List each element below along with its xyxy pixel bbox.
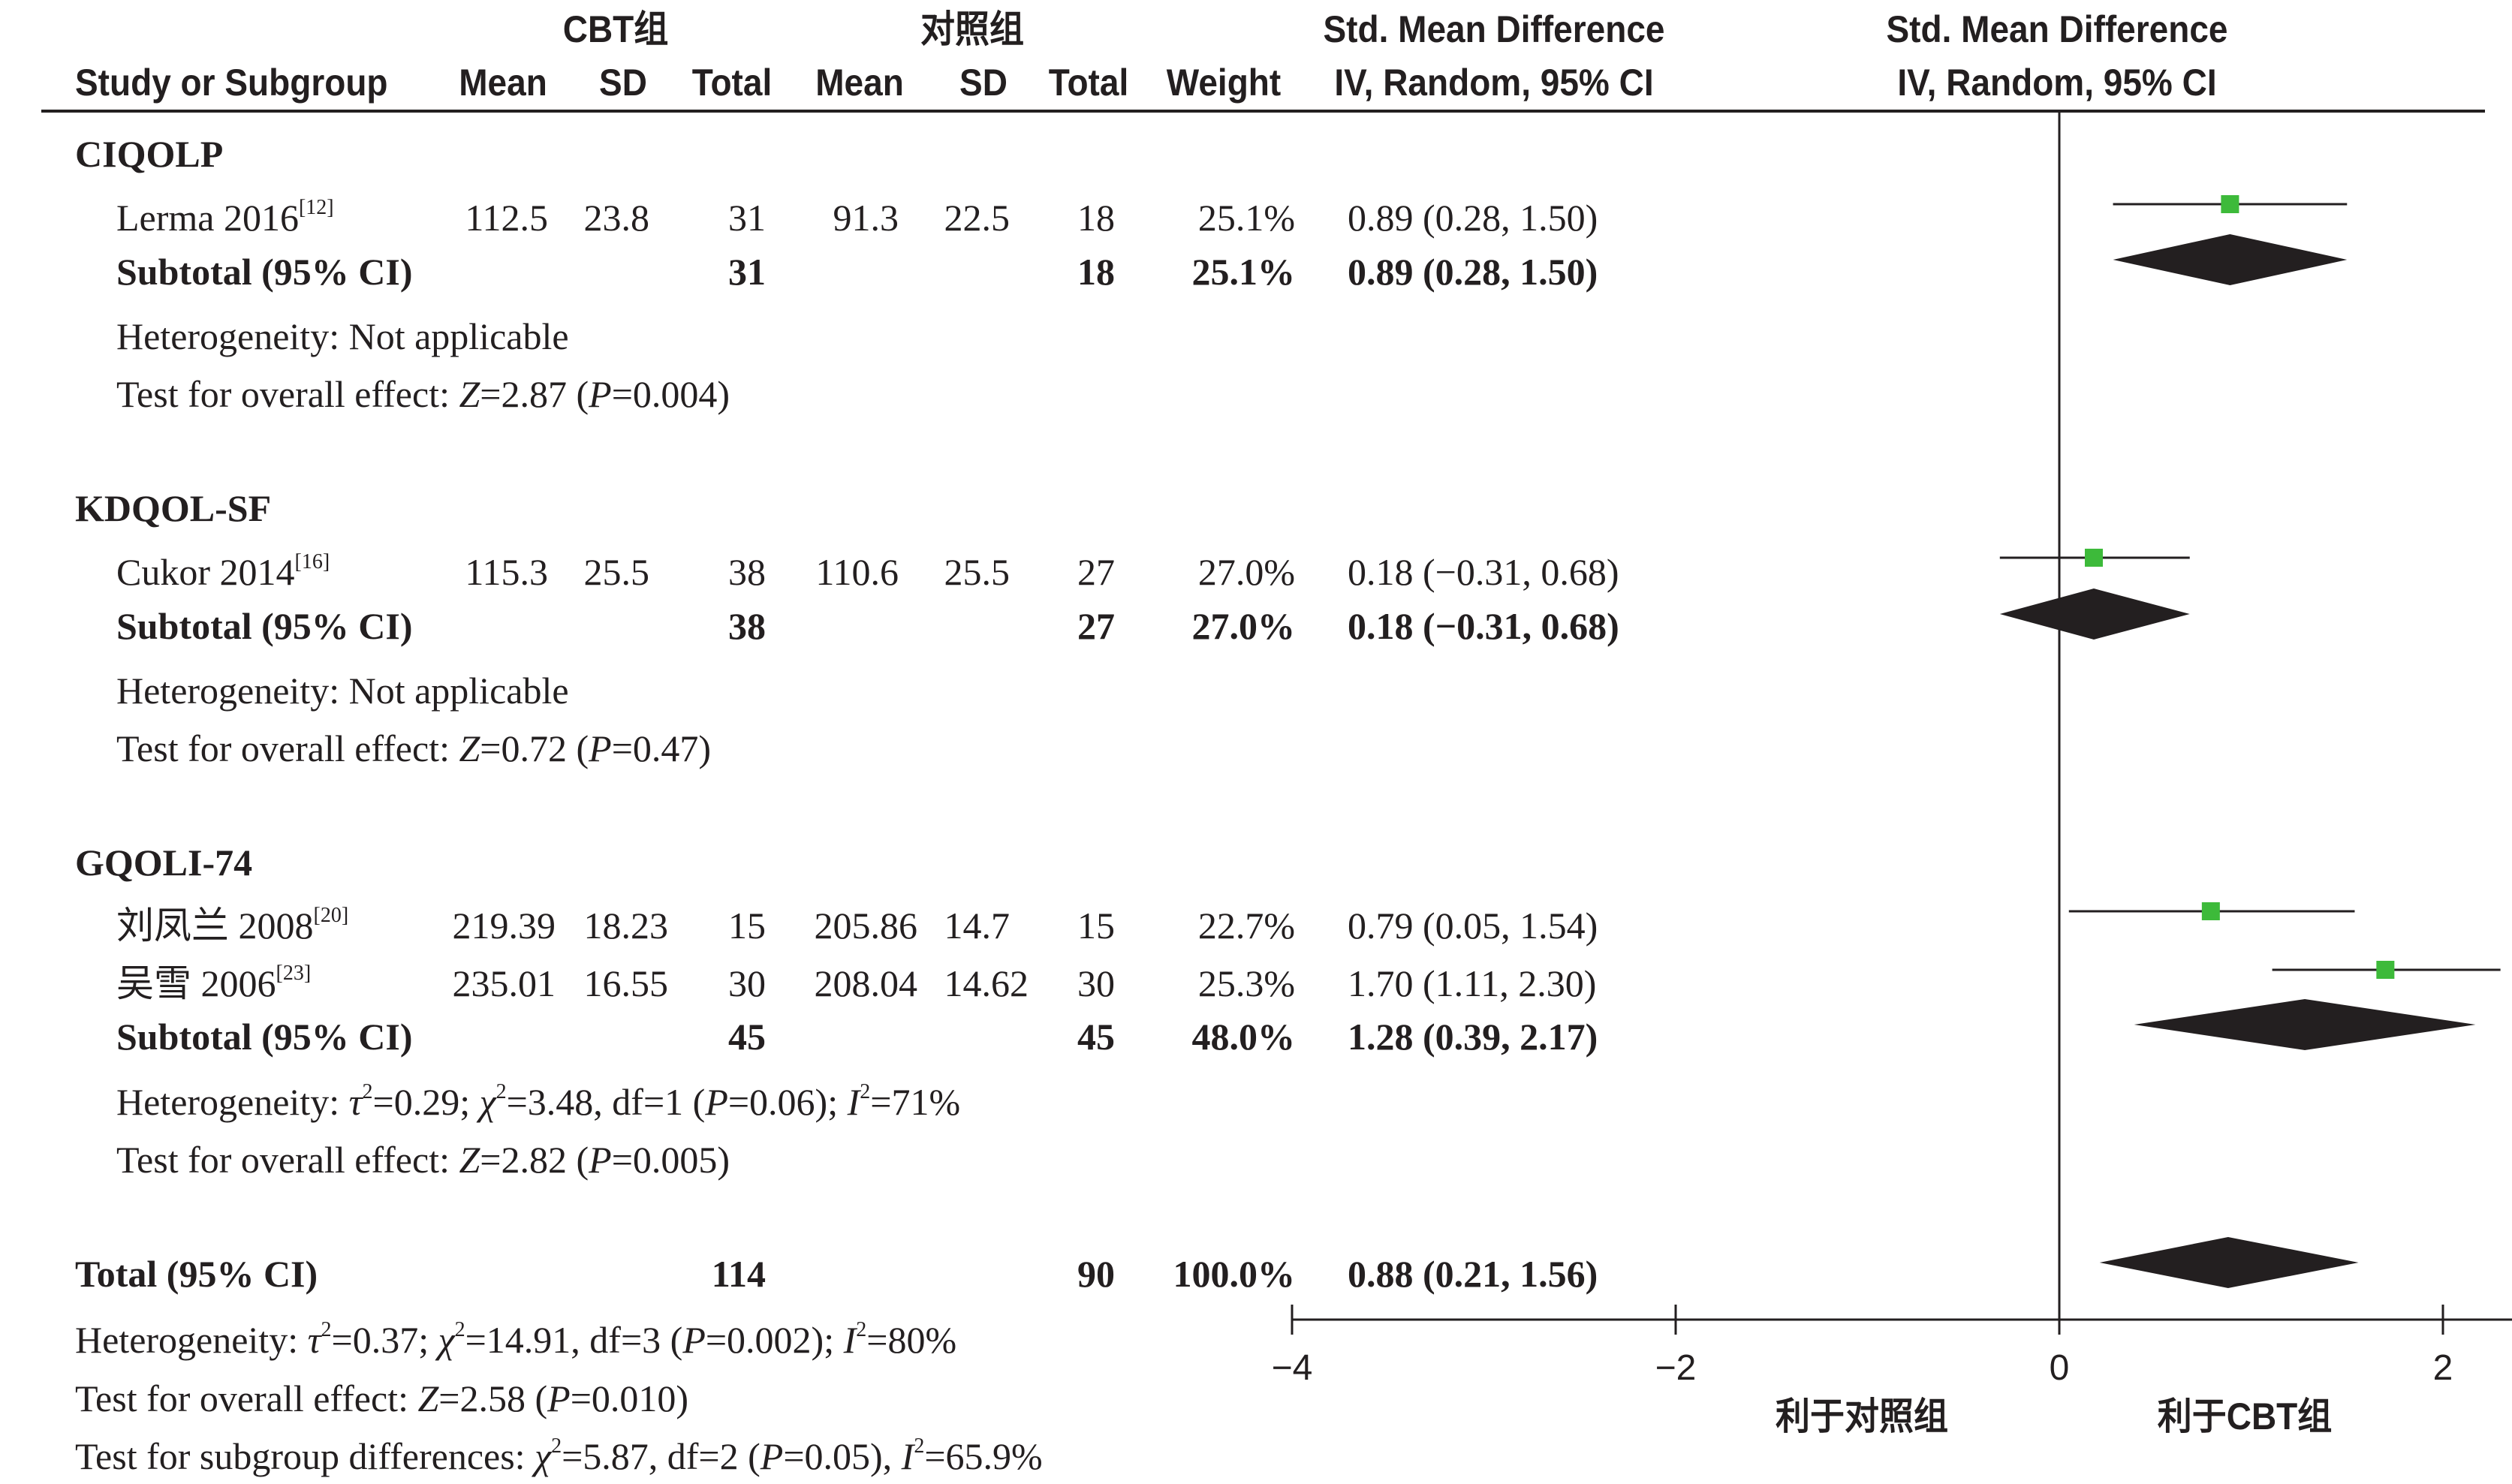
x-tick-label: −2 [1655, 1348, 1697, 1388]
total-label: Total (95% CI) [75, 1253, 318, 1295]
group1-header: CBT组 [562, 8, 669, 50]
subtotal-ci: 1.28 (0.39, 2.17) [1348, 1016, 1598, 1058]
heterogeneity-text: Heterogeneity: τ2=0.29; χ2=3.48, df=1 (P… [116, 1080, 961, 1123]
ci-cell: 0.18 (−0.31, 0.68) [1348, 551, 1619, 593]
heterogeneity-text: Heterogeneity: Not applicable [116, 670, 569, 712]
study-effect-square [2201, 902, 2220, 920]
header-rule [41, 110, 2485, 113]
total-ci: 0.88 (0.21, 1.56) [1348, 1253, 1598, 1295]
group-title-ciqolp: CIQOLP [75, 133, 224, 175]
sd2-header: SD [959, 62, 1008, 104]
subtotal-diamond [2134, 999, 2476, 1050]
subtotal-diamond [1999, 588, 2190, 640]
study-effect-square [2084, 549, 2103, 567]
group2-header: 对照组 [920, 8, 1024, 50]
ci-cell: 0.89 (0.28, 1.50) [1348, 197, 1598, 239]
plot-subtitle: IV, Random, 95% CI [1897, 62, 2217, 104]
subtotal-label: Subtotal (95% CI) [116, 1016, 413, 1058]
favours-cbt-label: 利于CBT组 [2157, 1395, 2333, 1437]
group-title-kdqol-sf: KDQOL-SF [75, 487, 272, 529]
weight-header: Weight [1166, 62, 1282, 104]
x-tick-label: 0 [2050, 1348, 2070, 1388]
effect-column-title: Std. Mean Difference [1323, 8, 1665, 50]
study-effect-square [2376, 961, 2395, 979]
overall-effect-text: Test for overall effect: Z=2.82 (P=0.005… [116, 1139, 730, 1181]
subtotal-ci: 0.18 (−0.31, 0.68) [1348, 605, 1619, 647]
subtotal-label: Subtotal (95% CI) [116, 251, 413, 293]
study-column-header: Study or Subgroup [75, 62, 388, 104]
x-tick-label: −4 [1272, 1348, 1313, 1388]
mean1-header: Mean [459, 62, 547, 104]
mean2-header: Mean [815, 62, 904, 104]
group-title-gqoli-74: GQOLI-74 [75, 841, 253, 883]
study-name: 吴雪 2006[23] [116, 962, 312, 1004]
ci-cell: 0.79 (0.05, 1.54) [1348, 905, 1598, 947]
total-heterogeneity-text: Heterogeneity: τ2=0.37; χ2=14.91, df=3 (… [75, 1318, 957, 1361]
study-effect-square [2221, 195, 2239, 213]
sd1-header: SD [599, 62, 647, 104]
total-diamond [2099, 1237, 2359, 1288]
study-name: Cukor 2014[16] [116, 550, 330, 593]
study-name: Lerma 2016[12] [116, 196, 334, 239]
subtotal-diamond [2113, 234, 2348, 285]
total-overall-effect-text: Test for overall effect: Z=2.58 (P=0.010… [75, 1377, 689, 1419]
heterogeneity-text: Heterogeneity: Not applicable [116, 315, 569, 357]
subtotal-label: Subtotal (95% CI) [116, 605, 413, 647]
total2-header: Total [1048, 62, 1129, 104]
overall-effect-text: Test for overall effect: Z=2.87 (P=0.004… [116, 373, 730, 415]
effect-column-subtitle: IV, Random, 95% CI [1334, 62, 1654, 104]
plot-title: Std. Mean Difference [1886, 8, 2228, 50]
total1-header: Total [691, 62, 773, 104]
overall-effect-text: Test for overall effect: Z=0.72 (P=0.47) [116, 727, 712, 769]
favours-control-label: 利于对照组 [1776, 1395, 1948, 1437]
x-tick-label: 2 [2433, 1348, 2453, 1388]
ci-cell: 1.70 (1.11, 2.30) [1348, 962, 1597, 1004]
subtotal-ci: 0.89 (0.28, 1.50) [1348, 251, 1598, 293]
study-name: 刘凤兰 2008[20] [116, 904, 349, 947]
subgroup-differences-text: Test for subgroup differences: χ2=5.87, … [75, 1434, 1043, 1477]
